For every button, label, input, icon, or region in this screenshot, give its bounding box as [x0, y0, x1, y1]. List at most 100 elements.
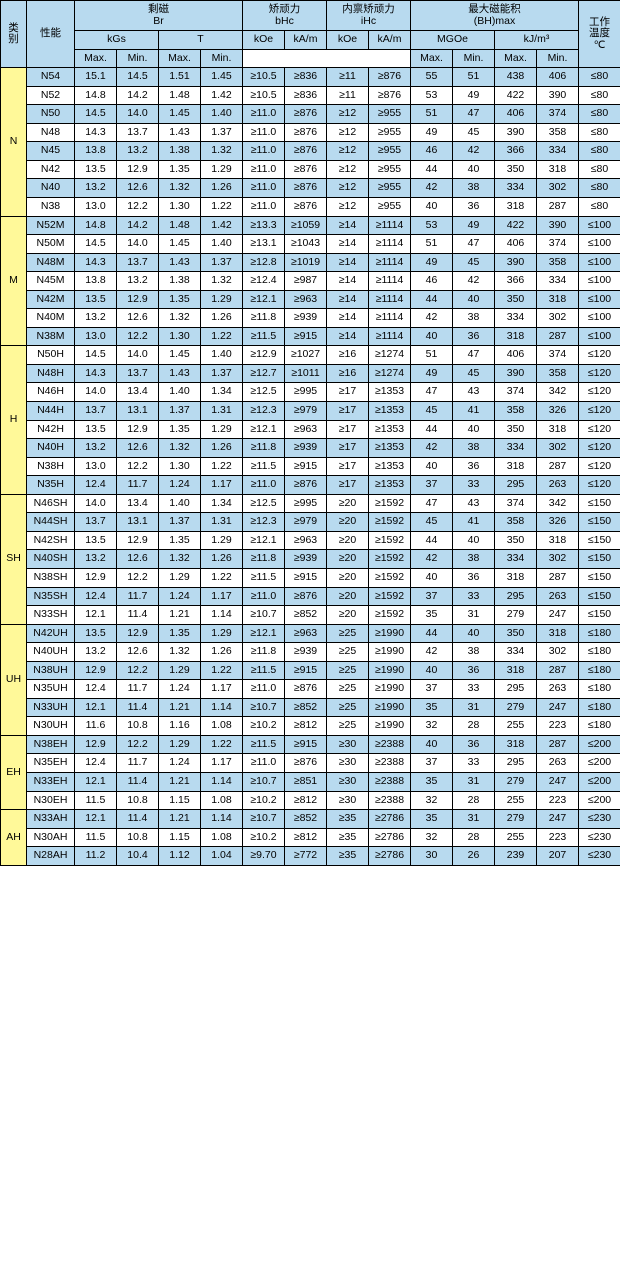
data-cell: ≥876 — [285, 179, 327, 198]
data-cell: 36 — [453, 661, 495, 680]
data-cell: ≥1592 — [369, 568, 411, 587]
data-cell: 1.37 — [159, 402, 201, 421]
data-cell: 1.29 — [201, 420, 243, 439]
data-cell: ≤150 — [579, 531, 620, 550]
grade-cell: N50 — [27, 105, 75, 124]
data-cell: 358 — [495, 402, 537, 421]
data-cell: ≥979 — [285, 402, 327, 421]
data-cell: ≥1990 — [369, 661, 411, 680]
table-header: 类别 性能 剩磁Br 矫顽力bHc 内禀矫顽力iHc 最大磁能积(BH)max … — [1, 1, 620, 68]
grade-cell: N40 — [27, 179, 75, 198]
grade-cell: N40M — [27, 309, 75, 328]
data-cell: ≥963 — [285, 290, 327, 309]
data-cell: ≥10.2 — [243, 828, 285, 847]
data-cell: 45 — [411, 513, 453, 532]
data-cell: 1.08 — [201, 791, 243, 810]
data-cell: ≥876 — [285, 160, 327, 179]
data-cell: 36 — [453, 457, 495, 476]
data-cell: ≥915 — [285, 735, 327, 754]
data-cell: 40 — [411, 198, 453, 217]
data-cell: 38 — [453, 643, 495, 662]
grade-cell: N35SH — [27, 587, 75, 606]
data-cell: ≥10.2 — [243, 717, 285, 736]
table-row: N33EH12.111.41.211.14≥10.7≥851≥30≥238835… — [1, 772, 620, 791]
data-cell: 13.8 — [75, 142, 117, 161]
table-row: N35EH12.411.71.241.17≥11.0≥876≥30≥238837… — [1, 754, 620, 773]
data-cell: 1.40 — [159, 494, 201, 513]
data-cell: ≥2388 — [369, 772, 411, 791]
data-cell: ≥1114 — [369, 290, 411, 309]
data-cell: ≥939 — [285, 550, 327, 569]
data-cell: 14.5 — [75, 105, 117, 124]
data-cell: ≥14 — [327, 327, 369, 346]
data-cell: 12.4 — [75, 680, 117, 699]
data-cell: 358 — [537, 364, 579, 383]
data-cell: 49 — [411, 123, 453, 142]
data-cell: ≥11.0 — [243, 179, 285, 198]
data-cell: ≥10.7 — [243, 810, 285, 829]
data-cell: 37 — [411, 587, 453, 606]
data-cell: 37 — [411, 754, 453, 773]
data-cell: 1.17 — [201, 476, 243, 495]
data-cell: 1.35 — [159, 290, 201, 309]
data-cell: ≥963 — [285, 420, 327, 439]
data-cell: ≥1114 — [369, 272, 411, 291]
data-cell: ≥1592 — [369, 550, 411, 569]
data-cell: 1.30 — [159, 457, 201, 476]
data-cell: ≤150 — [579, 513, 620, 532]
data-cell: 53 — [411, 86, 453, 105]
data-cell: 12.9 — [117, 420, 159, 439]
data-cell: 14.5 — [75, 346, 117, 365]
data-cell: 334 — [495, 309, 537, 328]
data-cell: ≥17 — [327, 420, 369, 439]
data-cell: 45 — [453, 364, 495, 383]
data-cell: 295 — [495, 754, 537, 773]
data-cell: 318 — [495, 457, 537, 476]
data-cell: 1.04 — [201, 847, 243, 866]
data-cell: 42 — [453, 272, 495, 291]
data-cell: 1.26 — [201, 550, 243, 569]
data-cell: 1.32 — [159, 179, 201, 198]
data-cell: 44 — [411, 290, 453, 309]
data-cell: 38 — [453, 179, 495, 198]
data-cell: 1.37 — [201, 364, 243, 383]
data-cell: 334 — [537, 272, 579, 291]
data-cell: ≥12.1 — [243, 624, 285, 643]
data-cell: 1.17 — [201, 754, 243, 773]
data-cell: ≥12 — [327, 105, 369, 124]
data-cell: 14.8 — [75, 86, 117, 105]
table-row: N48H14.313.71.431.37≥12.7≥1011≥16≥127449… — [1, 364, 620, 383]
data-cell: ≥11.8 — [243, 309, 285, 328]
data-cell: 1.40 — [201, 105, 243, 124]
data-cell: 318 — [537, 160, 579, 179]
data-cell: ≥17 — [327, 457, 369, 476]
data-cell: 1.35 — [159, 624, 201, 643]
data-cell: ≤100 — [579, 327, 620, 346]
data-cell: ≥12 — [327, 198, 369, 217]
data-cell: 318 — [537, 624, 579, 643]
hdr-br-t: T — [159, 31, 243, 50]
data-cell: 334 — [495, 643, 537, 662]
data-cell: 263 — [537, 476, 579, 495]
data-cell: 13.5 — [75, 290, 117, 309]
table-row: N30EH11.510.81.151.08≥10.2≥812≥30≥238832… — [1, 791, 620, 810]
data-cell: 1.43 — [159, 364, 201, 383]
data-cell: 36 — [453, 327, 495, 346]
data-cell: ≥852 — [285, 810, 327, 829]
hdr-bhc: 矫顽力bHc — [243, 1, 327, 31]
grade-cell: N33UH — [27, 698, 75, 717]
data-cell: ≤120 — [579, 402, 620, 421]
data-cell: 33 — [453, 680, 495, 699]
grade-cell: N42M — [27, 290, 75, 309]
data-cell: ≥20 — [327, 587, 369, 606]
data-cell: 46 — [411, 272, 453, 291]
grade-cell: N45 — [27, 142, 75, 161]
hdr-mgoe: MGOe — [411, 31, 495, 50]
data-cell: 28 — [453, 828, 495, 847]
data-cell: ≥963 — [285, 531, 327, 550]
data-cell: ≥14 — [327, 216, 369, 235]
data-cell: ≥35 — [327, 810, 369, 829]
data-cell: 1.35 — [159, 531, 201, 550]
grade-cell: N33SH — [27, 606, 75, 625]
data-cell: ≤80 — [579, 68, 620, 87]
